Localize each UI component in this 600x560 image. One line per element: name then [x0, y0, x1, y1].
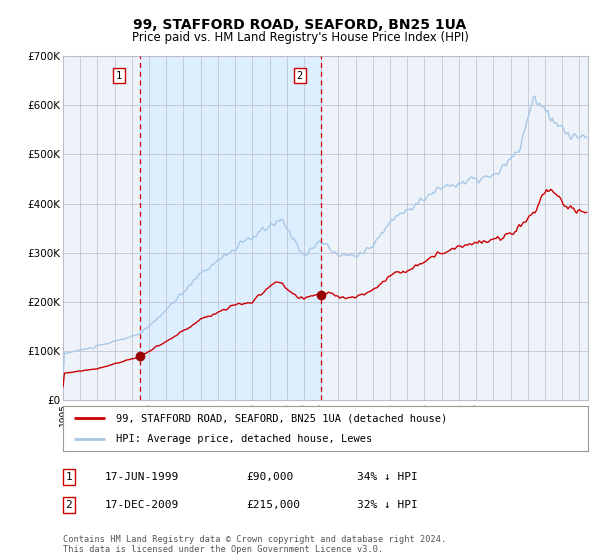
Text: 99, STAFFORD ROAD, SEAFORD, BN25 1UA: 99, STAFFORD ROAD, SEAFORD, BN25 1UA [133, 18, 467, 32]
Text: £90,000: £90,000 [246, 472, 293, 482]
Text: 17-JUN-1999: 17-JUN-1999 [105, 472, 179, 482]
Text: Contains HM Land Registry data © Crown copyright and database right 2024.
This d: Contains HM Land Registry data © Crown c… [63, 535, 446, 554]
Text: 2: 2 [297, 71, 303, 81]
Text: Price paid vs. HM Land Registry's House Price Index (HPI): Price paid vs. HM Land Registry's House … [131, 31, 469, 44]
Text: 99, STAFFORD ROAD, SEAFORD, BN25 1UA (detached house): 99, STAFFORD ROAD, SEAFORD, BN25 1UA (de… [115, 413, 447, 423]
Text: 17-DEC-2009: 17-DEC-2009 [105, 500, 179, 510]
Text: 34% ↓ HPI: 34% ↓ HPI [357, 472, 418, 482]
Text: 32% ↓ HPI: 32% ↓ HPI [357, 500, 418, 510]
Text: 2: 2 [65, 500, 73, 510]
Bar [140, 56, 320, 400]
Text: 1: 1 [116, 71, 122, 81]
Text: HPI: Average price, detached house, Lewes: HPI: Average price, detached house, Lewe… [115, 433, 372, 444]
Text: £215,000: £215,000 [246, 500, 300, 510]
Text: 1: 1 [65, 472, 73, 482]
